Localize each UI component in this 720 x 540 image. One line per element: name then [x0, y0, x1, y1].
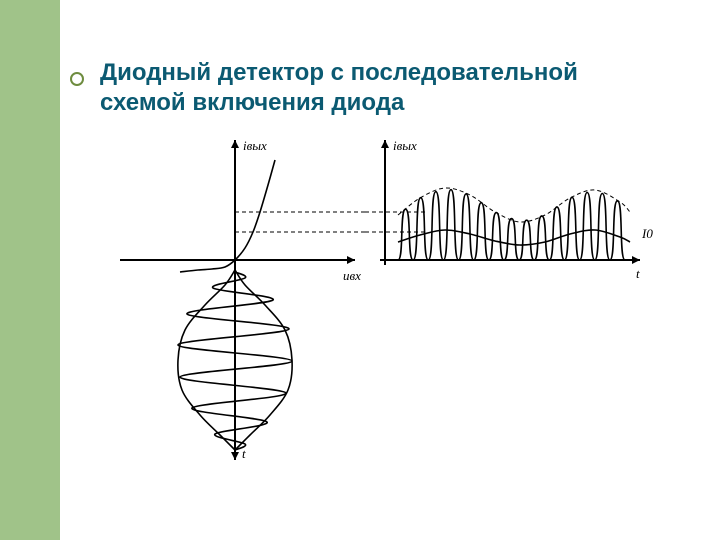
svg-text:iвых: iвых	[243, 138, 267, 153]
diode-detector-diagram: iвых uвх t iвых t I0	[120, 130, 660, 470]
svg-text:uвх: uвх	[343, 268, 361, 283]
svg-text:t: t	[636, 266, 640, 281]
svg-text:I0: I0	[641, 226, 653, 241]
bullet-dot-icon	[70, 72, 84, 86]
diagram-svg: iвых uвх t iвых t I0	[120, 130, 660, 470]
slide-sidebar	[0, 0, 60, 540]
svg-text:t: t	[242, 446, 246, 461]
title-text: Диодный детектор с последовательной схем…	[100, 58, 660, 118]
slide-title: Диодный детектор с последовательной схем…	[100, 58, 660, 118]
svg-text:iвых: iвых	[393, 138, 417, 153]
